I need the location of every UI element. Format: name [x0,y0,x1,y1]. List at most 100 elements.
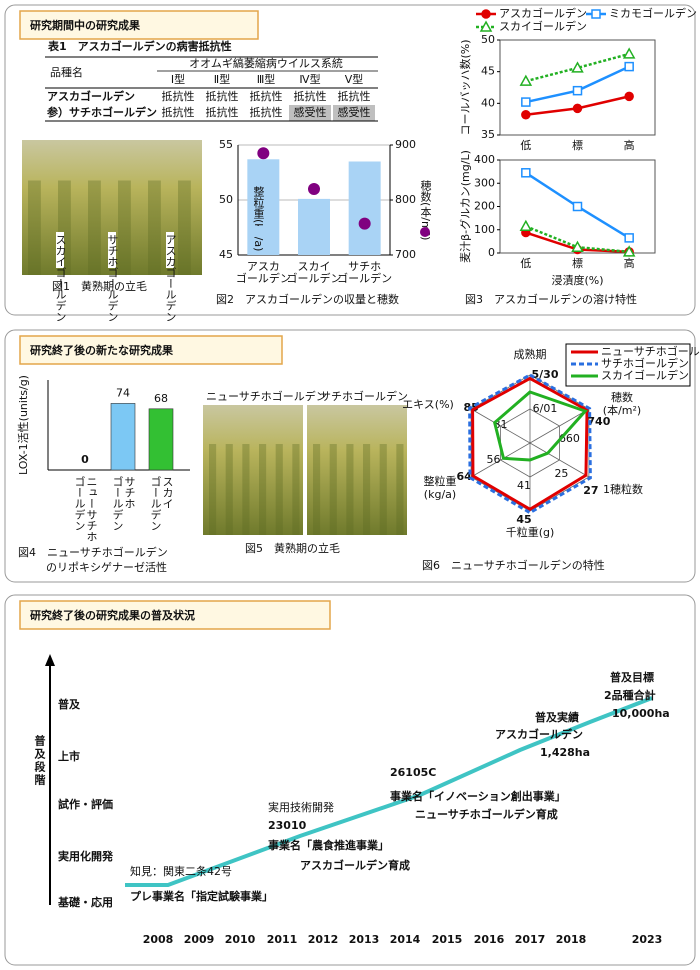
marker [521,168,531,178]
radar-tick-label: 41 [517,479,531,492]
year-label: 2009 [184,933,215,946]
bar [110,403,136,471]
table-cell: 抵抗性 [206,89,239,103]
radar-axis-label: 穂数 [611,390,633,404]
photo-row [275,444,283,535]
timeline-note: プレ事業名「指定試験事業」 [130,889,273,903]
x-tick-label: ゴールデン [287,271,342,285]
x-tick-label: ゴールデン [337,271,392,285]
bar [298,198,330,255]
photo-label: サチホゴールデン [106,234,119,322]
photo-label: スカイゴールデン [54,234,67,322]
y-tick-label: 400 [474,153,495,166]
figure-caption: 図6 ニューサチホゴールデンの特性 [422,558,605,572]
marker [622,245,636,257]
y-axis-label: LOX-1活性(units/g) [16,375,30,475]
value-label: 68 [154,392,168,405]
timeline-note: 1,428ha [540,746,590,759]
timeline-note: 事業名「農食推進事業」 [268,838,389,852]
photo-row [346,444,354,535]
bar [247,159,280,255]
y2-tick-label: 800 [395,193,416,206]
marker [519,74,533,86]
radar-tick-label: 56 [487,453,501,466]
bar [348,161,381,255]
table-title: 表1 アスカゴールデンの病害抵抗性 [47,39,232,53]
timeline-note: 23010 [268,819,307,832]
x-tick-label: アスカ [247,260,280,273]
radar-spoke [529,442,590,478]
table-cell: 抵抗性 [294,89,327,103]
photo-row [28,180,41,275]
photo-label: サチホゴールデン [320,389,408,403]
table-cell: 抵抗性 [162,89,195,103]
photo-sign [56,232,64,268]
y-tick-label: 0 [488,246,495,259]
timeline-note: 事業名「イノベーション創出事業」 [390,789,566,803]
timeline-note: アスカゴールデン [495,727,583,741]
legend-marker [479,20,493,32]
radar-axis-label: 整粒重 [424,474,457,488]
point [358,217,371,230]
table-header: Ⅱ型 [214,72,230,86]
figure-caption: 図5 黄熟期の立毛 [245,541,340,555]
photo-row [379,444,387,535]
x-tick-label: ニューサチホ [85,476,98,542]
legend-label: ミカモゴールデン [609,6,697,20]
table-header: Ⅲ型 [257,72,276,86]
x-tick-label: 高 [624,256,635,270]
table-header: 品種名 [50,65,83,79]
radar-tick-label: 27 [583,484,598,497]
photo-row [209,444,217,535]
y-tick-label: 55 [219,138,233,151]
legend-label: アスカゴールデン [499,6,587,20]
marker [521,97,531,107]
photo-row [396,444,404,535]
x-tick-label: 高 [624,138,635,152]
year-label: 2012 [308,933,339,946]
legend-marker [591,9,601,19]
photo-row [292,444,300,535]
y-tick-label: 45 [219,248,233,261]
photo-label: ニューサチホゴールデン [206,389,327,403]
radar-axis-label: (本/m²) [603,403,641,417]
marker [572,201,583,212]
timeline-note: 実用技術開発 [268,800,334,814]
marker [622,47,636,59]
photo-row [118,180,131,275]
y2-tick-label: 900 [395,138,416,151]
panel-title-box [19,600,331,630]
table-cell: 抵抗性 [206,105,239,119]
radar-tick-label: 45 [516,513,531,526]
table-cell: 感受性 [294,105,327,119]
panel-title-box [19,10,259,40]
photo-row [225,444,233,535]
year-label: 2015 [432,933,463,946]
table-cell: 抵抗性 [338,89,371,103]
radar-axis-label: エキス(%) [402,398,454,411]
stage-label: 上市 [58,749,80,763]
panel-title: 研究終了後の新たな研究成果 [30,343,173,357]
line [525,52,630,83]
x-tick-label: サチホ [348,260,381,273]
value-label: 0 [81,453,89,466]
x-tick-label: 低 [520,257,531,270]
legend-label: スカイゴールデン [601,368,689,382]
timeline-note: アスカゴールデン育成 [300,858,410,872]
radar-tick-label: 5/30 [532,368,559,381]
table-cell: 抵抗性 [250,105,283,119]
year-label: 2008 [143,933,174,946]
progress-line [125,696,653,887]
y-axis-label: 麦汁β-グルカン(mg/L) [458,150,472,263]
y-tick-label: 50 [481,33,495,46]
table-cell: 抵抗性 [250,89,283,103]
photo-sign [166,232,174,268]
timeline-note: 2品種合計 [604,688,656,702]
axis-arrow [45,654,55,666]
y2-tick-label: 700 [395,248,416,261]
legend-marker [481,9,491,19]
plot-frame [499,39,656,136]
legend-swatch [420,227,430,237]
year-label: 2013 [349,933,380,946]
